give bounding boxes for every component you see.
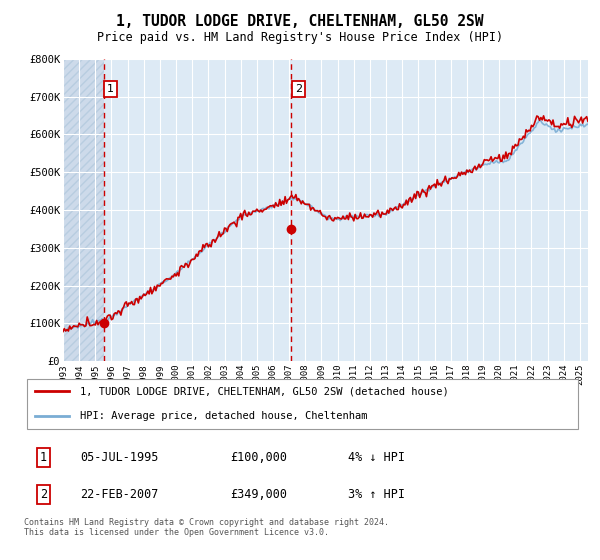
Text: 3% ↑ HPI: 3% ↑ HPI [347,488,404,501]
Text: £349,000: £349,000 [230,488,287,501]
Text: HPI: Average price, detached house, Cheltenham: HPI: Average price, detached house, Chel… [80,412,367,421]
FancyBboxPatch shape [27,379,578,429]
Text: 1: 1 [40,451,47,464]
Text: 1: 1 [107,84,114,94]
Text: Contains HM Land Registry data © Crown copyright and database right 2024.
This d: Contains HM Land Registry data © Crown c… [24,518,389,538]
Text: Price paid vs. HM Land Registry's House Price Index (HPI): Price paid vs. HM Land Registry's House … [97,31,503,44]
Text: 4% ↓ HPI: 4% ↓ HPI [347,451,404,464]
Text: 22-FEB-2007: 22-FEB-2007 [80,488,158,501]
Text: £100,000: £100,000 [230,451,287,464]
Text: 05-JUL-1995: 05-JUL-1995 [80,451,158,464]
Text: 1, TUDOR LODGE DRIVE, CHELTENHAM, GL50 2SW (detached house): 1, TUDOR LODGE DRIVE, CHELTENHAM, GL50 2… [80,386,449,396]
Text: 2: 2 [295,84,302,94]
Bar [63,59,104,361]
Text: 1, TUDOR LODGE DRIVE, CHELTENHAM, GL50 2SW: 1, TUDOR LODGE DRIVE, CHELTENHAM, GL50 2… [116,14,484,29]
Text: 2: 2 [40,488,47,501]
